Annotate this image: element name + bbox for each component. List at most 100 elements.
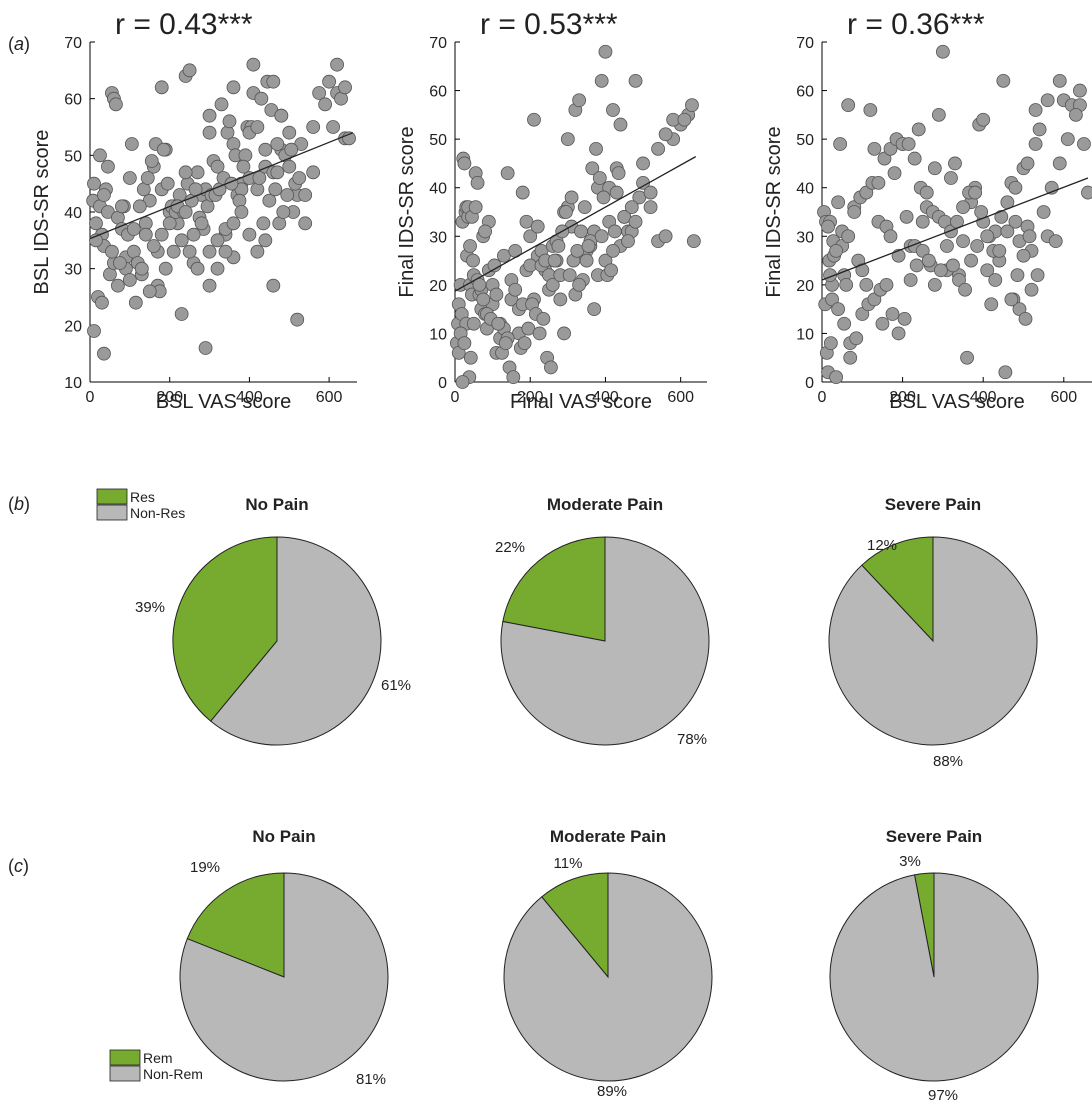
data-point — [885, 307, 900, 321]
pie-slice-non-res — [500, 536, 710, 746]
data-point — [276, 205, 291, 219]
data-point — [252, 171, 267, 185]
data-point — [841, 229, 856, 244]
data-point — [899, 209, 914, 224]
data-point — [146, 239, 161, 253]
data-point — [154, 227, 169, 242]
pie-panel-5: Moderate Pain 11% 89% — [503, 827, 713, 1100]
data-point — [998, 365, 1013, 380]
data-point — [256, 216, 271, 231]
data-point — [948, 156, 962, 171]
data-point — [470, 175, 485, 190]
data-point — [190, 165, 205, 180]
data-point — [587, 302, 602, 317]
pie-panel-4: No Pain 19% 81% — [179, 827, 389, 1088]
data-point — [508, 282, 523, 297]
y-tick-label: 10 — [64, 375, 82, 392]
data-point — [89, 216, 103, 231]
y-tick-label: 0 — [438, 375, 447, 392]
data-point — [1048, 234, 1063, 249]
data-point — [258, 142, 273, 157]
data-point — [879, 277, 894, 292]
panel-label-b: (b) — [8, 494, 30, 514]
data-point — [596, 190, 611, 205]
data-point — [1016, 248, 1031, 263]
data-point — [266, 74, 281, 89]
pie-title: Moderate Pain — [550, 827, 666, 846]
data-point — [527, 112, 541, 127]
pie-slice-non-res — [210, 536, 382, 746]
data-point — [468, 200, 483, 215]
data-point — [1077, 137, 1091, 151]
data-point — [855, 263, 870, 278]
x-tick-label: 600 — [667, 389, 694, 406]
data-point — [234, 205, 249, 219]
pie-panel-6: Severe Pain 3% 97% — [829, 827, 1039, 1100]
data-point — [557, 326, 571, 341]
data-point — [677, 112, 692, 127]
x-axis-label: Final VAS score — [510, 391, 652, 413]
y-tick-label: 40 — [429, 181, 447, 198]
y-tick-label: 50 — [796, 132, 814, 149]
data-point — [194, 216, 209, 231]
legend-swatch — [96, 504, 128, 521]
data-point — [457, 336, 472, 351]
data-point — [577, 200, 592, 215]
data-point — [628, 214, 643, 229]
data-point — [658, 127, 673, 142]
data-point — [833, 137, 848, 151]
regression-line — [454, 156, 697, 292]
x-tick-label: 400 — [970, 389, 997, 406]
data-point — [330, 57, 344, 72]
data-point — [944, 171, 958, 185]
data-point — [114, 199, 129, 214]
data-point — [250, 244, 265, 259]
y-axis-label: Final IDS-SR score — [763, 126, 785, 297]
data-point — [487, 258, 502, 273]
data-point — [162, 216, 177, 231]
data-point — [282, 125, 297, 140]
pie-value-label: 89% — [597, 1083, 627, 1100]
pie-slice-res — [502, 536, 606, 642]
pie-value-label: 61% — [381, 677, 411, 694]
data-point — [1052, 156, 1067, 171]
data-point — [202, 244, 217, 259]
data-point — [530, 219, 545, 234]
data-point — [515, 185, 530, 200]
data-point — [1081, 185, 1092, 200]
y-tick-label: 50 — [64, 148, 82, 165]
data-point — [214, 97, 229, 112]
pie-title: No Pain — [252, 827, 315, 846]
x-tick-label: 400 — [236, 389, 263, 406]
y-tick-label: 60 — [796, 84, 814, 101]
data-point — [218, 244, 233, 259]
data-point — [466, 316, 481, 331]
data-point — [1040, 93, 1055, 108]
pie-slice-non-rem — [179, 872, 389, 1082]
data-point — [523, 229, 538, 244]
pie-panel-1: No Pain 39% 61% — [135, 495, 411, 746]
data-point — [628, 73, 643, 88]
pie-slice-res — [172, 536, 278, 722]
data-point — [298, 188, 313, 202]
data-point — [1022, 229, 1037, 244]
scatter-title: r = 0.53*** — [480, 8, 618, 41]
data-point — [849, 331, 864, 346]
data-point — [292, 171, 307, 185]
y-tick-label: 20 — [64, 318, 82, 335]
x-axis-label: BSL VAS score — [156, 391, 292, 413]
pie-slice-non-rem — [829, 872, 1039, 1082]
pie-slice-non-res — [828, 536, 1038, 746]
data-point — [935, 44, 950, 59]
data-point — [124, 137, 139, 151]
data-point — [109, 97, 123, 112]
data-point — [871, 175, 886, 190]
y-tick-label: 70 — [429, 35, 447, 52]
y-tick-label: 70 — [796, 35, 814, 52]
data-point — [988, 273, 1003, 287]
pie-slice-rem — [186, 872, 285, 978]
pie-title: Moderate Pain — [547, 495, 663, 514]
legend-label: Non-Rem — [143, 1066, 203, 1082]
data-point — [829, 243, 844, 258]
